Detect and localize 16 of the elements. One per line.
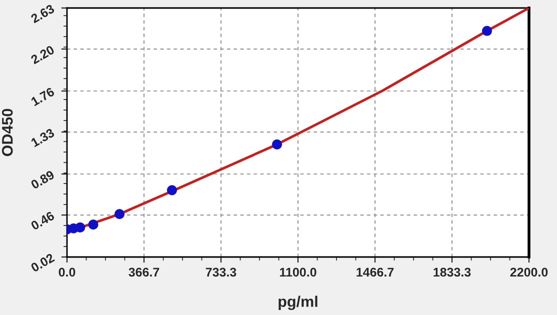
y-tick-label: 1.76 xyxy=(30,86,55,106)
y-tick-label: 0.02 xyxy=(30,253,55,272)
x-tick-label: 1833.3 xyxy=(434,268,471,277)
y-tick-label: 2.63 xyxy=(30,4,55,24)
x-axis-title: pg/ml xyxy=(278,296,318,310)
x-tick-label: 1100.0 xyxy=(280,268,316,277)
y-tick-label: 2.20 xyxy=(30,45,55,64)
x-tick-label: 0.0 xyxy=(58,268,76,277)
x-tick-label: 733.3 xyxy=(206,268,236,277)
y-tick-label: 0.89 xyxy=(30,170,55,190)
y-axis-title: OD450 xyxy=(2,108,13,156)
y-tick-label: 0.46 xyxy=(30,211,55,230)
x-tick-label: 366.7 xyxy=(128,268,160,277)
x-tick-label: 1466.7 xyxy=(356,268,394,277)
y-tick-label: 1.33 xyxy=(30,128,55,148)
x-tick-label: 2200.0 xyxy=(510,268,548,277)
